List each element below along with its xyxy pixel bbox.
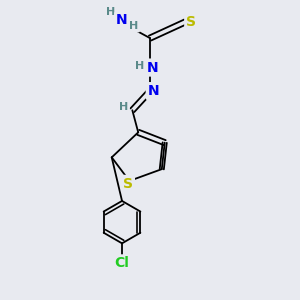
- Text: N: N: [116, 14, 128, 27]
- Text: N: N: [148, 84, 159, 98]
- Text: S: S: [123, 177, 133, 191]
- Text: S: S: [186, 15, 196, 29]
- Text: H: H: [135, 61, 144, 71]
- Text: N: N: [147, 61, 159, 75]
- Text: H: H: [119, 102, 128, 112]
- Text: H: H: [106, 7, 115, 17]
- Text: H: H: [129, 21, 138, 31]
- Text: Cl: Cl: [115, 256, 130, 270]
